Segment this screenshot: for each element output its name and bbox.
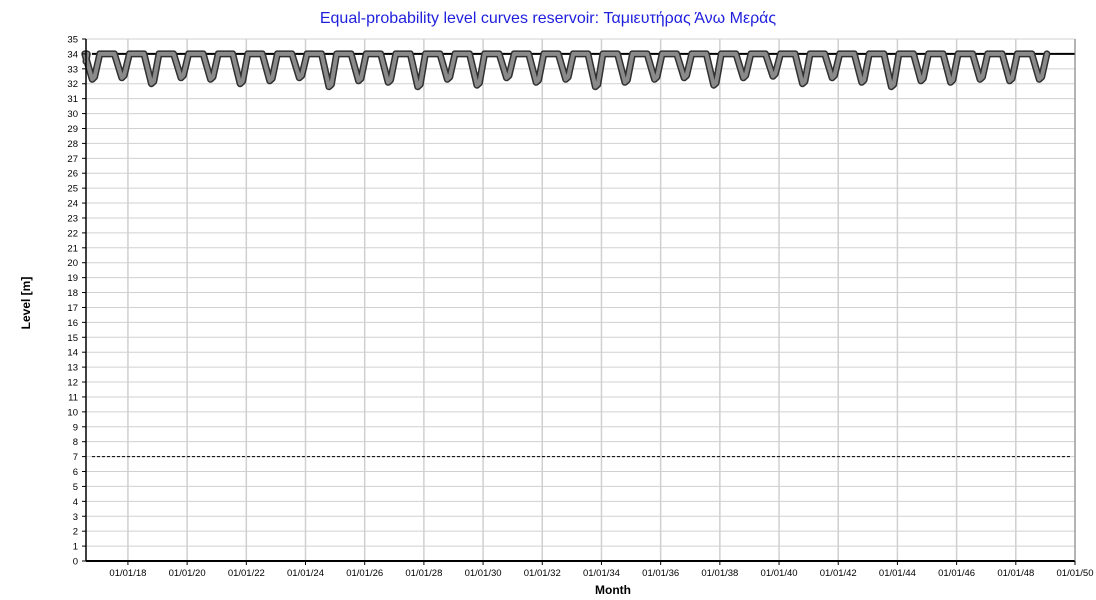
x-tick-label: 01/01/38 (701, 568, 738, 579)
y-tick-label: 30 (67, 109, 78, 120)
y-tick-label: 27 (67, 154, 78, 165)
x-tick-label: 01/01/22 (228, 568, 265, 579)
y-tick-label: 18 (67, 288, 78, 299)
y-tick-label: 4 (73, 497, 78, 508)
y-tick-label: 2 (73, 527, 78, 538)
y-tick-label: 35 (67, 35, 78, 46)
y-tick-label: 24 (67, 199, 78, 210)
y-tick-label: 29 (67, 124, 78, 135)
y-tick-label: 33 (67, 64, 78, 75)
y-tick-label: 31 (67, 94, 78, 105)
y-tick-label: 22 (67, 228, 78, 239)
y-tick-label: 9 (73, 422, 78, 433)
x-tick-label: 01/01/32 (524, 568, 561, 579)
axes: 0123456789101112131415161718192021222324… (67, 35, 1093, 580)
y-axis-title: Level [m] (19, 276, 33, 330)
x-axis-title: Month (595, 583, 631, 597)
y-tick-label: 26 (67, 169, 78, 180)
x-tick-label: 01/01/20 (169, 568, 206, 579)
x-tick-label: 01/01/42 (820, 568, 857, 579)
y-tick-label: 3 (73, 512, 78, 523)
y-tick-label: 5 (73, 482, 78, 493)
y-tick-label: 14 (67, 348, 78, 359)
x-tick-label: 01/01/50 (1057, 568, 1094, 579)
x-tick-label: 01/01/26 (346, 568, 383, 579)
x-tick-label: 01/01/24 (287, 568, 324, 579)
x-tick-label: 01/01/36 (642, 568, 679, 579)
y-tick-label: 17 (67, 303, 78, 314)
y-tick-label: 25 (67, 184, 78, 195)
x-tick-label: 01/01/46 (938, 568, 975, 579)
grid-lines (86, 38, 1076, 561)
y-tick-label: 10 (67, 407, 78, 418)
y-tick-label: 8 (73, 437, 78, 448)
x-tick-label: 01/01/28 (405, 568, 442, 579)
y-tick-label: 13 (67, 363, 78, 374)
level-curve-outline (81, 50, 1051, 91)
y-tick-label: 0 (73, 557, 78, 568)
y-tick-label: 11 (68, 392, 78, 403)
level-curves (81, 50, 1051, 91)
y-tick-label: 7 (73, 452, 78, 463)
y-tick-label: 15 (67, 333, 78, 344)
y-tick-label: 12 (67, 378, 78, 389)
y-tick-label: 19 (67, 273, 78, 284)
y-tick-label: 34 (67, 49, 78, 60)
y-tick-label: 16 (67, 318, 78, 329)
x-tick-label: 01/01/44 (879, 568, 916, 579)
y-tick-label: 32 (67, 79, 78, 90)
chart-title: Equal-probability level curves reservoir… (319, 10, 777, 27)
level-curve (82, 51, 1049, 89)
reference-lines (92, 52, 1075, 458)
y-tick-label: 6 (73, 467, 78, 478)
y-tick-label: 20 (67, 258, 78, 269)
y-tick-label: 21 (67, 243, 78, 254)
x-tick-label: 01/01/18 (109, 568, 146, 579)
x-tick-label: 01/01/48 (997, 568, 1034, 579)
x-tick-label: 01/01/40 (761, 568, 798, 579)
y-tick-label: 1 (73, 542, 78, 553)
y-tick-label: 23 (67, 213, 78, 224)
x-tick-label: 01/01/34 (583, 568, 620, 579)
y-tick-label: 28 (67, 139, 78, 150)
x-tick-label: 01/01/30 (465, 568, 502, 579)
